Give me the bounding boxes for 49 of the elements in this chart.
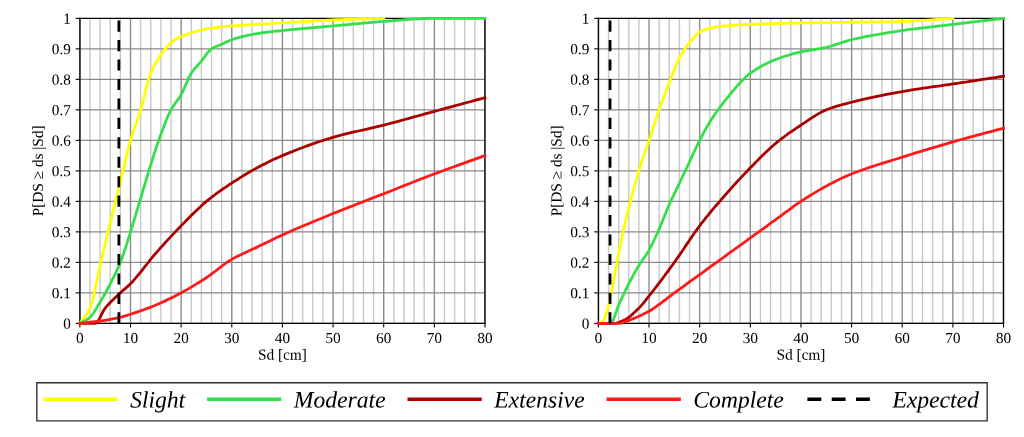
y-tick-label: 0.2 (570, 257, 589, 268)
x-tick-label: 80 (477, 332, 493, 344)
y-tick-label: 0.6 (570, 135, 589, 146)
y-tick-label: 0.4 (570, 196, 590, 207)
legend-label: Expected (892, 391, 979, 413)
y-tick-label: 0.7 (52, 105, 71, 116)
y-tick-label: 0.1 (52, 288, 70, 299)
x-tick-label: 50 (844, 332, 859, 344)
y-tick-label: 1 (583, 13, 589, 24)
x-axis-title: Sd [cm] (259, 349, 306, 362)
x-tick-label: 60 (895, 332, 910, 344)
y-tick-label: 0.4 (52, 196, 71, 207)
y-tick-label: 0 (582, 318, 589, 329)
y-axis-title: P[DS ≥ ds |Sd] (550, 126, 565, 216)
x-tick-label: 0 (76, 332, 84, 344)
y-tick-label: 0.9 (52, 44, 71, 55)
x-tick-label: 30 (743, 332, 758, 344)
y-tick-label: 0.8 (52, 74, 71, 85)
x-tick-label: 40 (275, 332, 290, 344)
x-tick-label: 70 (946, 332, 960, 344)
x-tick-label: 40 (793, 332, 809, 344)
y-tick-label: 1 (64, 13, 70, 24)
x-tick-label: 0 (595, 332, 602, 344)
y-tick-label: 0.5 (570, 166, 589, 177)
y-tick-label: 0.5 (52, 166, 71, 177)
y-tick-label: 0.3 (570, 227, 589, 238)
y-tick-label: 0.2 (52, 257, 70, 268)
x-tick-label: 70 (427, 332, 442, 344)
x-tick-label: 30 (224, 332, 239, 344)
y-axis-title: P[DS ≥ ds |Sd] (32, 126, 47, 216)
y-tick-label: 0.6 (52, 135, 71, 146)
y-tick-label: 0.8 (570, 74, 589, 85)
legend-label: Extensive (493, 391, 585, 408)
x-axis-title: Sd [cm] (777, 349, 825, 362)
legend-label: Slight (130, 391, 186, 413)
x-tick-label: 20 (692, 332, 707, 344)
x-tick-label: 20 (174, 332, 189, 344)
y-tick-label: 0 (63, 318, 71, 329)
x-tick-label: 10 (642, 332, 657, 344)
y-tick-label: 0.1 (570, 288, 589, 299)
legend-label: Moderate (293, 391, 386, 408)
y-tick-label: 0.3 (52, 227, 71, 238)
x-tick-label: 80 (996, 332, 1011, 344)
y-tick-label: 0.7 (570, 105, 589, 116)
y-tick-label: 0.9 (570, 44, 589, 55)
legend-label: Complete (694, 391, 784, 413)
x-tick-label: 50 (326, 332, 341, 344)
x-tick-label: 10 (124, 332, 138, 344)
x-tick-label: 60 (376, 332, 391, 344)
